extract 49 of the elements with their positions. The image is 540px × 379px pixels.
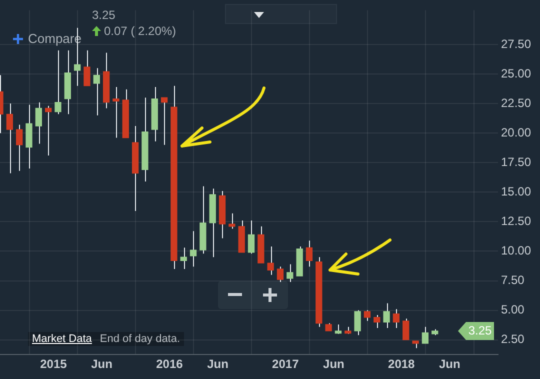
- candlestick: [6, 103, 13, 174]
- candlestick: [392, 308, 400, 329]
- candlestick: [402, 318, 410, 340]
- annotation: End of day data.: [100, 333, 180, 345]
- candlestick: [93, 68, 100, 116]
- candlestick: [35, 102, 42, 144]
- y-tick-label: 12.50: [501, 214, 532, 228]
- candlestick: [190, 230, 197, 268]
- y-tick-label: 15.00: [501, 184, 532, 198]
- candlestick: [44, 105, 52, 156]
- y-tick-label: 10.00: [501, 244, 532, 258]
- x-tick-label: 2018: [388, 357, 416, 372]
- annotation: 0.07 ( 2.20%): [104, 24, 176, 38]
- x-tick-label: 2016: [156, 357, 184, 372]
- candlestick: [276, 266, 284, 282]
- candlestick: [160, 97, 168, 146]
- candlestick: [383, 302, 390, 329]
- y-tick-label: 20.00: [501, 125, 532, 140]
- candlestick: [16, 124, 23, 172]
- candlestick: [334, 324, 342, 334]
- x-tick-label: Jun: [207, 357, 228, 372]
- candlestick: [54, 50, 62, 115]
- candlestick: [354, 310, 361, 336]
- candlestick: [306, 240, 313, 268]
- x-tick-label: Jun: [323, 357, 344, 372]
- candlestick: [228, 212, 236, 230]
- candlestick: [364, 310, 371, 322]
- candlestick: [267, 246, 274, 276]
- annotation: 3.25: [468, 323, 492, 338]
- y-tick-label: 25.00: [501, 66, 532, 80]
- y-tick-label: 22.50: [501, 96, 532, 110]
- x-tick-label: Jun: [91, 357, 112, 372]
- candlestick: [248, 220, 255, 254]
- candlestick: [286, 264, 294, 282]
- y-tick-label: 17.50: [501, 154, 532, 169]
- y-tick-label: 27.50: [501, 36, 532, 51]
- candlestick: [84, 50, 90, 86]
- x-tick-label: Jun: [439, 357, 460, 372]
- y-tick-label: 7.50: [501, 273, 525, 288]
- candlestick: [422, 326, 429, 344]
- x-tick-label: 2017: [272, 357, 300, 372]
- x-tick-label: 2015: [40, 357, 68, 372]
- candlestick: [180, 247, 187, 270]
- annotation: 3.25: [92, 8, 116, 22]
- y-tick-label: 5.00: [501, 302, 525, 317]
- y-tick-label: 2.50: [501, 332, 525, 346]
- candlestick: [112, 86, 120, 138]
- candlestick: [374, 314, 380, 329]
- annotation: Market Data: [32, 333, 92, 345]
